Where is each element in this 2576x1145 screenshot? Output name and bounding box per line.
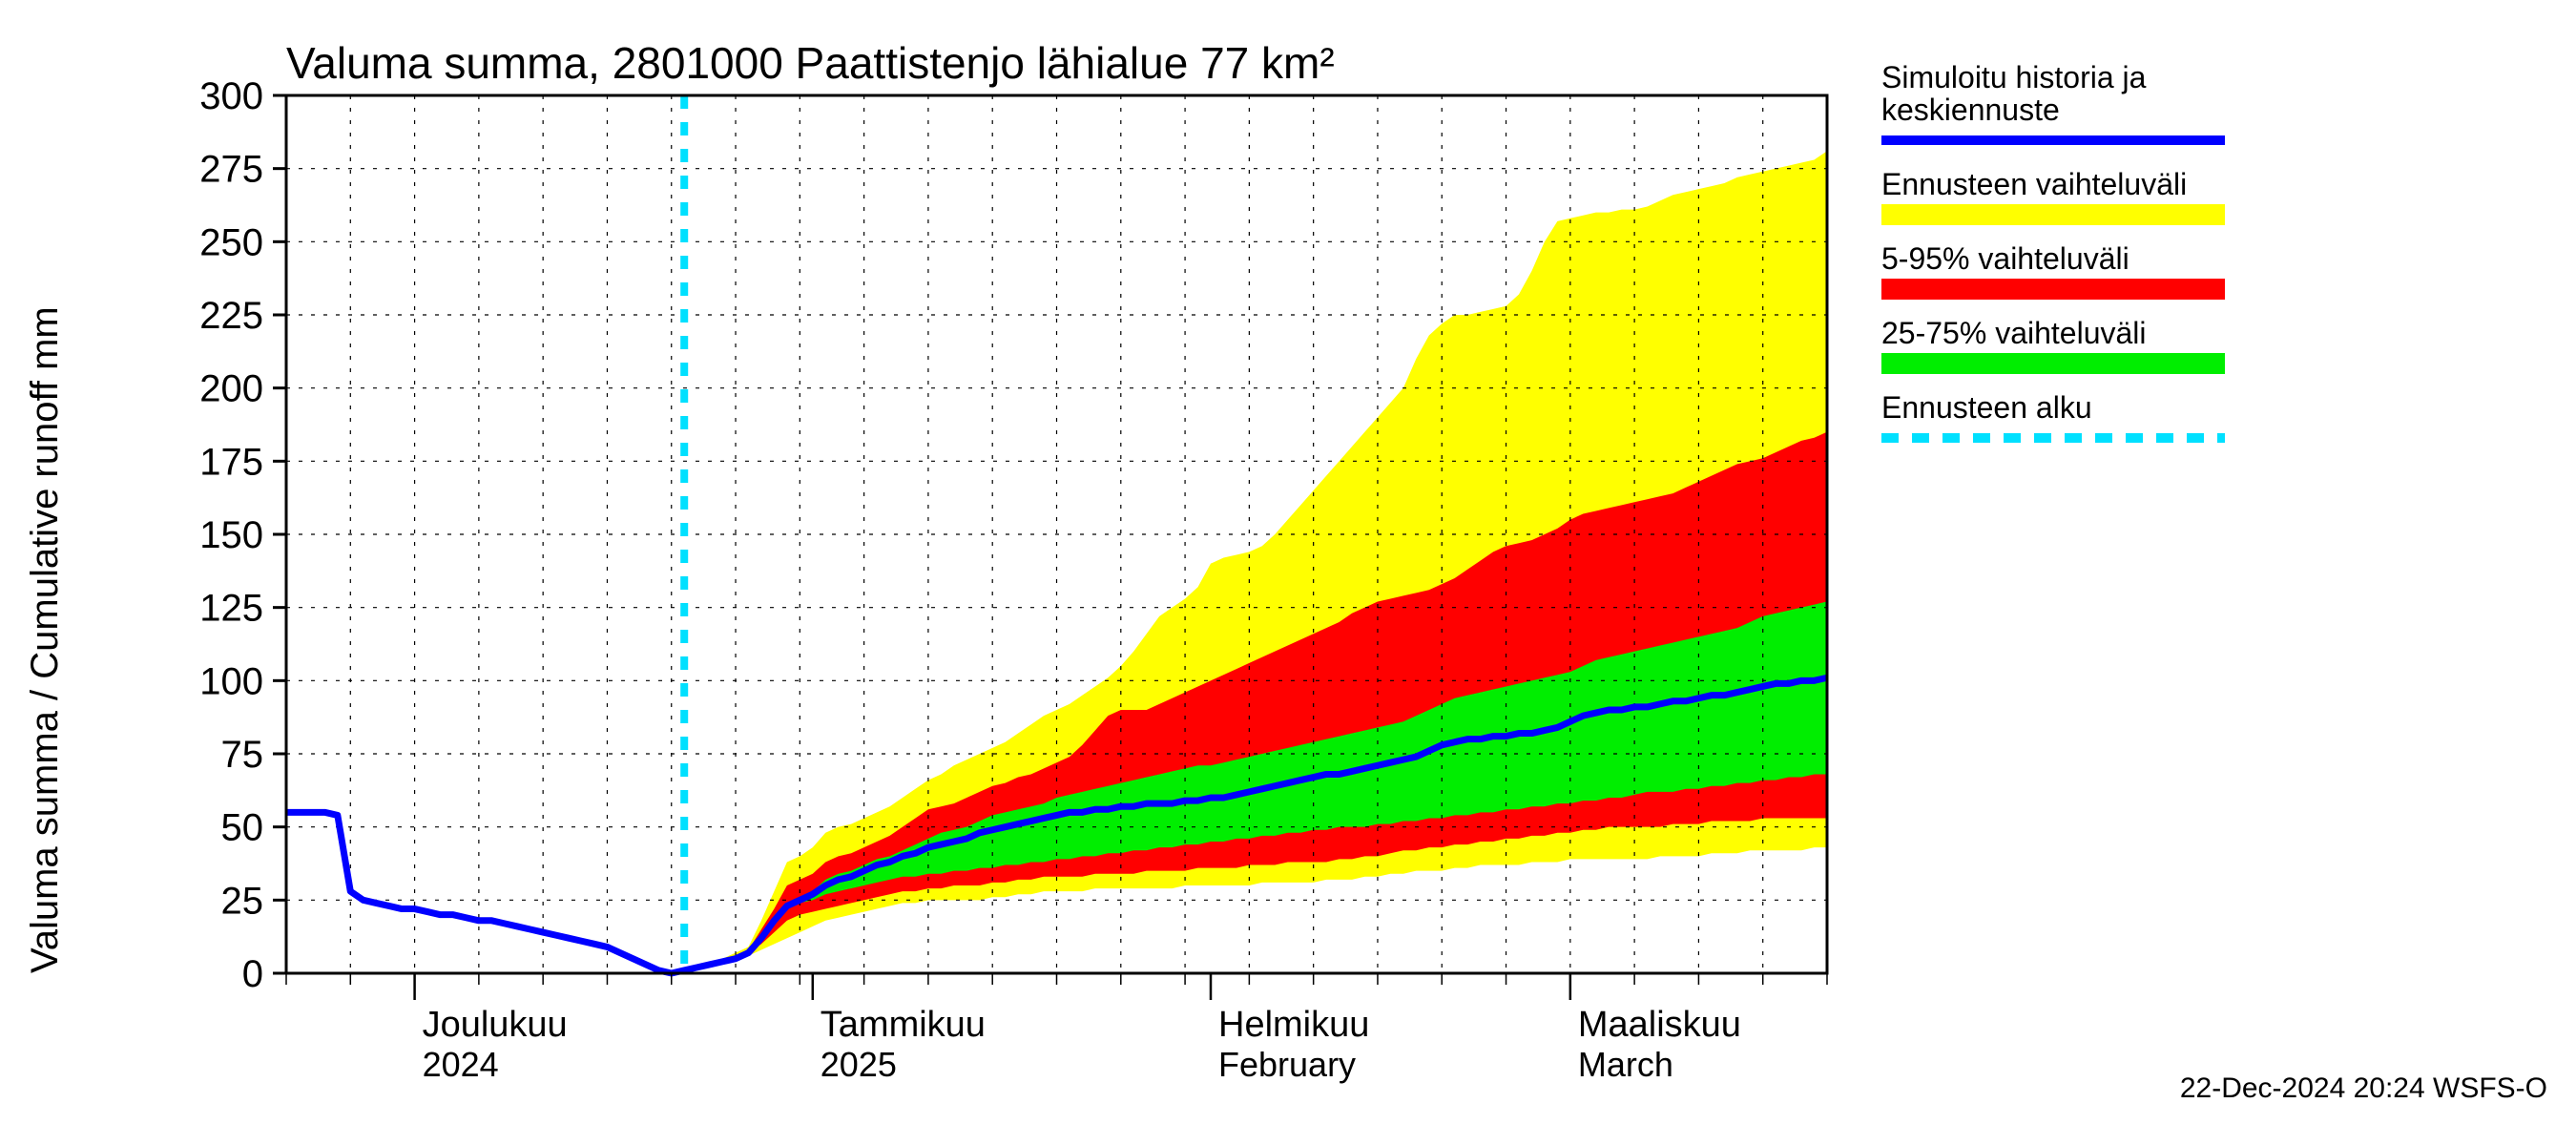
legend-label: 25-75% vaihteluväli <box>1881 316 2147 350</box>
x-tick-label-en: February <box>1218 1045 1356 1084</box>
x-tick-label-fi: Maaliskuu <box>1578 1005 1741 1045</box>
x-tick-label-fi: Joulukuu <box>423 1005 568 1045</box>
y-tick-label: 225 <box>199 295 263 337</box>
x-tick-label-fi: Helmikuu <box>1218 1005 1369 1045</box>
x-tick-label-en: March <box>1578 1045 1673 1084</box>
legend-label: Ennusteen vaihteluväli <box>1881 167 2187 201</box>
y-tick-label: 100 <box>199 660 263 702</box>
y-tick-label: 250 <box>199 221 263 263</box>
y-tick-label: 300 <box>199 75 263 117</box>
legend-label: 5-95% vaihteluväli <box>1881 241 2129 276</box>
timestamp: 22-Dec-2024 20:24 WSFS-O <box>2180 1072 2547 1104</box>
runoff-fanchart: 0 25 50 75 100 125 150 175 200 225 250 275 300 Jouluk… <box>0 0 2576 1145</box>
chart-title: Valuma summa, 2801000 Paattistenjo lähia… <box>286 38 1335 88</box>
y-tick-label: 200 <box>199 368 263 410</box>
y-tick-label: 75 <box>221 734 264 776</box>
legend-swatch <box>1881 204 2225 225</box>
y-axis-label: Valuma summa / Cumulative runoff mm <box>24 306 66 973</box>
legend-label: Simuloitu historia ja <box>1881 60 2147 94</box>
legend-swatch <box>1881 279 2225 300</box>
legend-swatch <box>1881 353 2225 374</box>
x-tick-label-fi: Tammikuu <box>821 1005 986 1045</box>
legend-label: Ennusteen alku <box>1881 390 2092 425</box>
legend-label: keskiennuste <box>1881 93 2060 127</box>
y-tick-label: 175 <box>199 441 263 483</box>
x-tick-label-en: 2025 <box>821 1045 897 1084</box>
y-tick-label: 275 <box>199 149 263 191</box>
y-tick-label: 150 <box>199 514 263 556</box>
y-tick-label: 25 <box>221 880 264 922</box>
y-tick-label: 125 <box>199 588 263 630</box>
y-tick-label: 50 <box>221 807 264 849</box>
y-tick-label: 0 <box>242 953 263 995</box>
x-tick-label-en: 2024 <box>423 1045 499 1084</box>
